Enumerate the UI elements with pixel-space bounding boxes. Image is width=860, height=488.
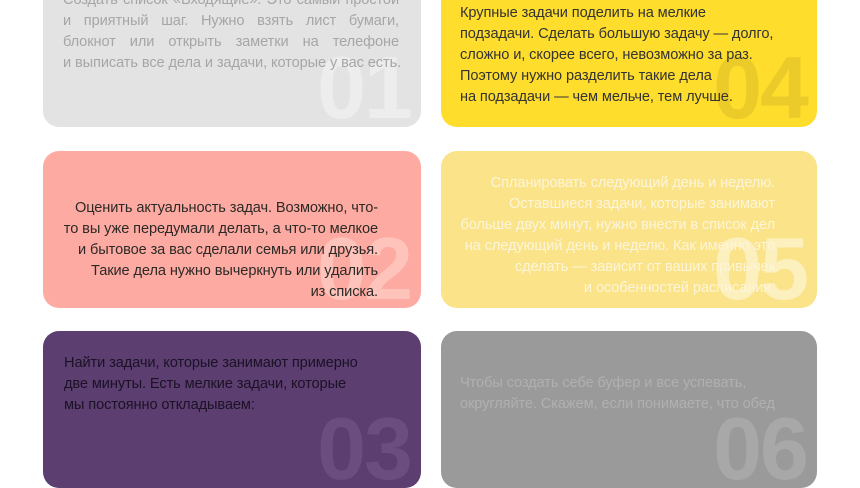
step-number: 01: [317, 38, 413, 128]
step-number: 02: [317, 219, 413, 309]
card-step-06: 06 Чтобы создать себе буфер и все успева…: [441, 331, 817, 488]
card-step-02: 02 Оценить актуальность задач. Возможно,…: [43, 151, 421, 308]
card-step-03: 03 Найти задачи, которые занимают пример…: [43, 331, 421, 488]
step-number: 03: [317, 399, 413, 488]
step-text: Найти задачи, которые занимают примерно д…: [64, 355, 358, 413]
step-number: 06: [713, 399, 809, 488]
step-number: 04: [713, 38, 809, 128]
step-text: Создать список «Входящие». Это самый про…: [63, 0, 402, 71]
step-number: 05: [713, 219, 809, 309]
card-step-01: 01 Создать список «Входящие». Это самый …: [43, 0, 421, 127]
step-text: Крупные задачи поделить на мелкие подзада…: [460, 5, 774, 105]
card-step-05: 05 Спланировать следующий день и неделю.…: [441, 151, 817, 308]
step-text: Чтобы создать себе буфер и все успевать,…: [460, 375, 775, 412]
card-step-04: 04 Крупные задачи поделить на мелкие подз…: [441, 0, 817, 127]
step-text: Спланировать следующий день и неделю. Ост…: [460, 175, 775, 296]
step-text: Оценить актуальность задач. Возможно, чт…: [63, 200, 378, 300]
